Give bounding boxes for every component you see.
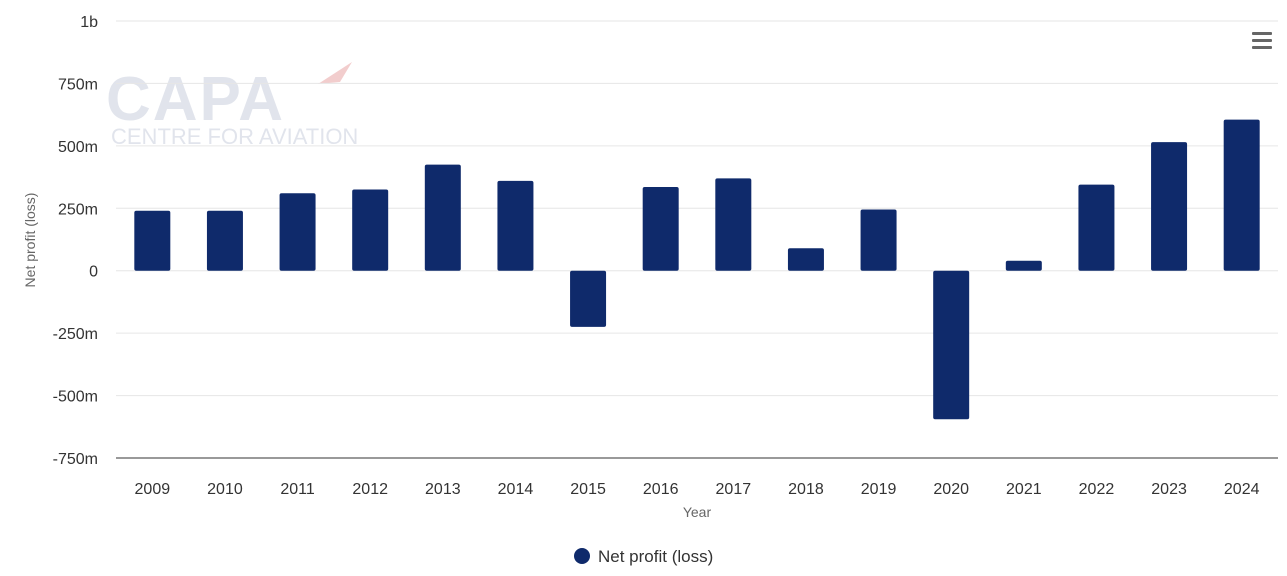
svg-text:CENTRE FOR AVIATION: CENTRE FOR AVIATION <box>111 124 358 149</box>
legend[interactable]: Net profit (loss) <box>574 547 713 566</box>
x-tick-label: 2017 <box>716 481 752 498</box>
bar-2018[interactable] <box>787 248 824 271</box>
legend-label[interactable]: Net profit (loss) <box>598 547 713 566</box>
x-axis-ticks: 2009 2010 2011 2012 2013 2014 2015 2016 2017 2018… <box>135 481 1260 498</box>
x-tick-label: 2013 <box>425 481 461 498</box>
bar-2012[interactable] <box>352 189 389 271</box>
x-tick-label: 2009 <box>135 481 171 498</box>
y-tick-label: 0 <box>89 264 98 281</box>
y-tick-label: 500m <box>58 139 98 156</box>
bar-2022[interactable] <box>1078 184 1115 271</box>
bar-2009[interactable] <box>134 210 171 271</box>
bar-2015[interactable] <box>570 270 607 327</box>
bar-2020[interactable] <box>933 270 970 420</box>
y-tick-label: -500m <box>53 389 98 406</box>
x-tick-label: 2012 <box>352 481 388 498</box>
y-axis-ticks: 1b 750m 500m 250m 0 -250m -500m -750m <box>53 14 98 468</box>
bar-2021[interactable] <box>1005 260 1042 271</box>
bar-2013[interactable] <box>424 164 461 271</box>
bar-2024[interactable] <box>1223 119 1260 271</box>
y-tick-label: 750m <box>58 76 98 93</box>
x-tick-label: 2010 <box>207 481 243 498</box>
x-tick-label: 2020 <box>933 481 969 498</box>
bar-2011[interactable] <box>279 193 316 271</box>
x-axis-title: Year <box>683 504 712 520</box>
bar-2016[interactable] <box>642 187 679 271</box>
x-tick-label: 2024 <box>1224 481 1260 498</box>
bar-2010[interactable] <box>206 210 243 271</box>
x-tick-label: 2016 <box>643 481 679 498</box>
y-tick-label: 1b <box>80 14 98 31</box>
y-tick-label: -750m <box>53 451 98 468</box>
legend-marker <box>574 548 590 564</box>
x-tick-label: 2011 <box>280 481 315 498</box>
bar-2019[interactable] <box>860 209 897 271</box>
x-tick-label: 2015 <box>570 481 606 498</box>
bar-2023[interactable] <box>1151 142 1188 271</box>
svg-text:CAPA: CAPA <box>106 65 285 134</box>
x-tick-label: 2021 <box>1006 481 1042 498</box>
y-axis-title: Net profit (loss) <box>22 193 38 288</box>
bar-2014[interactable] <box>497 180 534 271</box>
x-tick-label: 2023 <box>1151 481 1187 498</box>
bar-2017[interactable] <box>715 178 752 271</box>
x-tick-label: 2019 <box>861 481 897 498</box>
x-tick-label: 2018 <box>788 481 824 498</box>
watermark-logo: CAPA CENTRE FOR AVIATION <box>106 62 358 149</box>
x-tick-label: 2022 <box>1079 481 1115 498</box>
hamburger-menu-icon[interactable] <box>1244 24 1278 56</box>
x-tick-label: 2014 <box>498 481 534 498</box>
bars <box>134 119 1260 420</box>
y-tick-label: -250m <box>53 326 98 343</box>
y-tick-label: 250m <box>58 201 98 218</box>
